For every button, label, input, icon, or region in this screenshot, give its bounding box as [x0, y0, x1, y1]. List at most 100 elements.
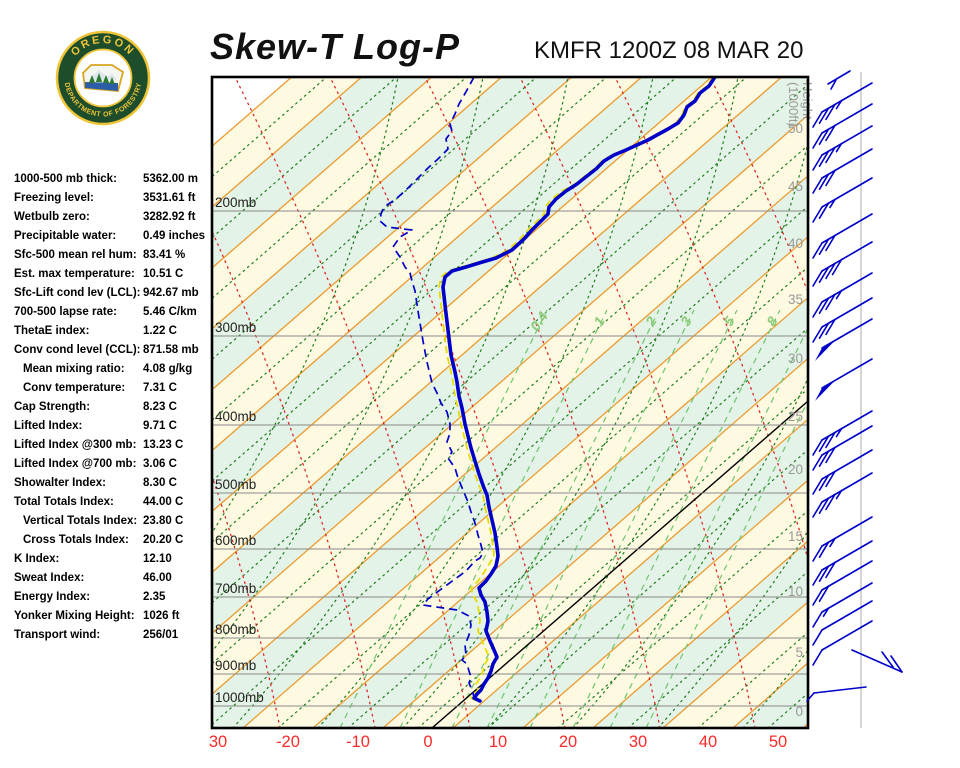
isotherm-line [213, 78, 642, 451]
mixing-ratio-line [529, 309, 738, 727]
moist-adiabat [488, 144, 807, 727]
barb-tick [812, 177, 823, 194]
wind-barb [812, 177, 873, 223]
zero-isotherm [432, 400, 807, 727]
barb-tick [812, 569, 823, 586]
index-row: Mean mixing ratio: 4.08 g/kg [14, 360, 212, 379]
barb-tick [825, 103, 836, 121]
dry-adiabat [329, 78, 566, 727]
barb-segment [827, 70, 851, 85]
barb-tick [812, 111, 823, 128]
temp-tick-label: -10 [346, 733, 370, 751]
mixing-ratio-line [609, 328, 807, 727]
page-title: Skew-T Log-P [210, 26, 461, 67]
barb-tick [818, 297, 830, 315]
mixing-ratio-line [451, 309, 660, 727]
index-value: 46.00 [143, 572, 172, 584]
index-label: Wetbulb zero: [14, 211, 90, 223]
barb-staff [821, 410, 873, 441]
wind-barb [812, 600, 873, 646]
pressure-label: 300mb [215, 320, 256, 335]
isotherm-line [213, 78, 432, 268]
temp-tick-label: 0 [423, 733, 432, 751]
barb-staff [821, 449, 873, 480]
index-value: 13.23 C [143, 439, 184, 451]
dry-adiabat [709, 78, 807, 292]
index-label: Total Totals Index: [14, 496, 114, 508]
logo-state-illustration [82, 64, 125, 92]
index-row: Yonker Mixing Height: 1026 ft [14, 607, 212, 626]
index-row: Lifted Index @300 mb: 13.23 C [14, 436, 212, 455]
barb-half-tick [835, 289, 843, 300]
height-tick-label: 15 [788, 529, 803, 544]
index-label: Vertical Totals Index: [23, 515, 138, 527]
moist-adiabat [213, 78, 399, 533]
height-tick-label: 30 [788, 351, 803, 366]
height-tick-label: 10 [788, 584, 803, 599]
wind-barb [812, 540, 873, 586]
height-tick-label: 35 [788, 292, 803, 307]
barb-flag [815, 380, 835, 401]
index-value: 23.80 C [143, 515, 184, 527]
wind-barb [812, 472, 873, 518]
index-label: Freezing level: [14, 192, 94, 204]
wind-barb [812, 582, 873, 628]
wind-barb [815, 318, 873, 361]
height-tick-label: 0 [795, 704, 803, 719]
barb-tick [825, 431, 836, 449]
index-label: Sweat Index: [14, 572, 85, 584]
barb-tick [812, 301, 823, 318]
index-value: 20.20 C [143, 534, 184, 546]
wind-barbs [806, 70, 903, 702]
wind-barb [812, 560, 873, 606]
barb-tick [818, 266, 830, 284]
index-row: ThetaE index: 1.22 C [14, 322, 212, 341]
pressure-label: 700mb [215, 581, 256, 596]
height-tick-label: 25 [788, 409, 803, 424]
index-label: Mean mixing ratio: [23, 363, 125, 375]
index-value: 8.23 C [143, 401, 177, 413]
barb-tick [818, 497, 830, 515]
barb-tick [818, 585, 830, 603]
index-row: Transport wind: 256/01 [14, 626, 212, 645]
barb-staff [821, 516, 873, 547]
index-value: 1.22 C [143, 325, 177, 337]
mixing-ratio-line [572, 309, 781, 727]
moist-adiabat [658, 531, 807, 727]
index-label: Yonker Mixing Height: [14, 610, 135, 622]
wind-barb [812, 516, 873, 562]
sounding-index-panel: 1000-500 mb thick: 5362.00 m Freezing leve… [14, 170, 212, 645]
barb-tick [825, 293, 836, 311]
wind-barb [812, 449, 873, 495]
barb-staff [821, 177, 873, 208]
barb-half-tick [829, 198, 836, 209]
index-label: Cross Totals Index: [23, 534, 129, 546]
barb-tick [825, 318, 836, 336]
barb-half-tick [835, 489, 843, 500]
barb-segment [851, 649, 903, 673]
barb-tick [812, 629, 823, 646]
wind-barb [812, 125, 873, 171]
pressure-label: 1000mb [215, 690, 264, 705]
index-label: Lifted Index @700 mb: [14, 458, 137, 470]
barb-tick [812, 206, 823, 223]
dewpoint-curve [379, 78, 484, 698]
index-row: 1000-500 mb thick: 5362.00 m [14, 170, 212, 189]
index-label: K Index: [14, 553, 60, 565]
index-row: Lifted Index @700 mb: 3.06 C [14, 455, 212, 474]
index-row: Lifted Index: 9.71 C [14, 417, 212, 436]
barb-staff [821, 272, 873, 303]
isotherm-line [453, 419, 807, 727]
background-band [213, 78, 807, 633]
dry-adiabat [519, 78, 756, 727]
index-row: Cross Totals Index: 20.20 C [14, 531, 212, 550]
barb-tick [812, 154, 823, 171]
index-row: Total Totals Index: 44.00 C [14, 493, 212, 512]
mixing-ratio-line [339, 309, 548, 727]
barb-tick [825, 493, 836, 511]
barb-staff [821, 148, 873, 179]
odf-logo: OREGON DEPARTMENT OF FORESTRY [55, 30, 151, 126]
dry-adiabat [213, 231, 376, 727]
wind-barb [812, 241, 873, 287]
barb-tick [818, 474, 830, 492]
